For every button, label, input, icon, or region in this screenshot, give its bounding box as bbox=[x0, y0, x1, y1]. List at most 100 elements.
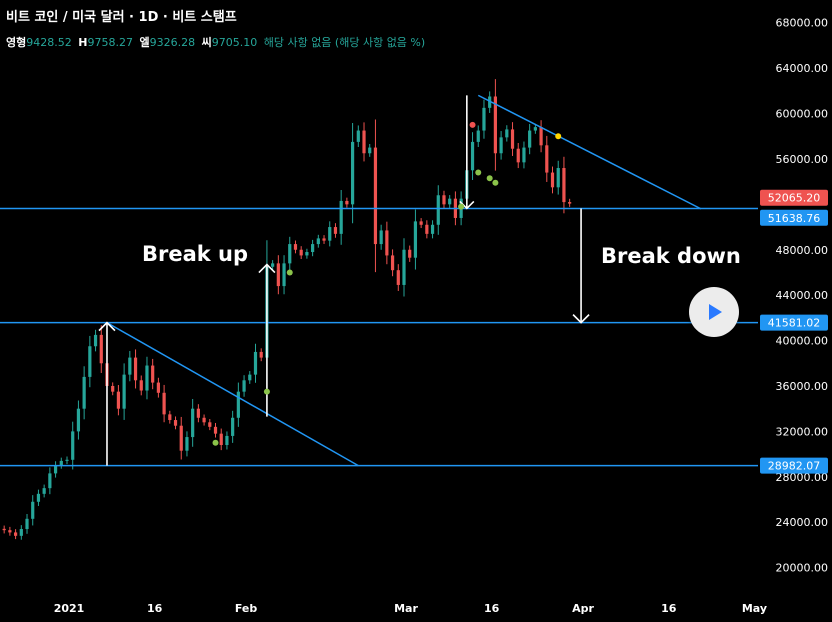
x-tick-label: 2021 bbox=[54, 602, 85, 615]
candle-body bbox=[482, 107, 486, 131]
candle-body bbox=[288, 244, 292, 264]
play-icon bbox=[709, 304, 722, 320]
candle-body bbox=[362, 130, 366, 154]
y-tick-label: 28000.00 bbox=[776, 471, 829, 484]
trendline bbox=[106, 321, 359, 467]
candle-body bbox=[373, 147, 378, 245]
candle-body bbox=[8, 530, 12, 533]
candle-body bbox=[345, 200, 349, 205]
candle-body bbox=[493, 96, 497, 154]
candle-body bbox=[2, 528, 6, 531]
candle-body bbox=[19, 529, 23, 536]
signal-dot bbox=[263, 388, 270, 395]
x-tick-label: Apr bbox=[572, 602, 594, 615]
candle-body bbox=[71, 431, 75, 460]
candle-body bbox=[145, 365, 149, 391]
y-tick-label: 40000.00 bbox=[776, 335, 829, 348]
y-tick-label: 44000.00 bbox=[776, 289, 829, 302]
signal-dot bbox=[286, 269, 293, 276]
candle-body bbox=[328, 227, 332, 241]
y-tick-label: 36000.00 bbox=[776, 380, 829, 393]
signal-dot bbox=[486, 175, 493, 182]
candle-body bbox=[139, 380, 143, 391]
open-key: 영형 bbox=[6, 36, 27, 49]
candle-body bbox=[156, 382, 160, 393]
candle-body bbox=[539, 127, 543, 146]
candle-body bbox=[253, 351, 258, 375]
x-tick-label: 16 bbox=[484, 602, 500, 615]
signal-dot bbox=[212, 439, 219, 446]
signal-dot bbox=[469, 121, 476, 128]
candle-body bbox=[408, 249, 412, 258]
candle-body bbox=[436, 195, 440, 225]
x-tick-label: Feb bbox=[235, 602, 258, 615]
candle-body bbox=[111, 385, 115, 392]
candle-body bbox=[242, 380, 246, 392]
signal-dot bbox=[458, 203, 465, 210]
grid bbox=[0, 0, 758, 622]
candle-body bbox=[196, 408, 200, 418]
x-tick-label: 16 bbox=[147, 602, 163, 615]
low-value: 9326.28 bbox=[149, 36, 196, 49]
candle-body bbox=[282, 263, 286, 287]
candle-body bbox=[390, 255, 395, 271]
candle-body bbox=[219, 433, 223, 446]
candle-body bbox=[476, 130, 480, 142]
candle-body bbox=[499, 137, 503, 154]
y-axis: 20000.00 24000.00 28000.00 32000.00 36000.00… bbox=[776, 17, 829, 575]
candle-body bbox=[448, 198, 452, 205]
y-tick-label: 24000.00 bbox=[776, 516, 829, 529]
y-tick-label: 64000.00 bbox=[776, 62, 829, 75]
x-axis: 2021 16 Feb Mar 16 Apr 16 May bbox=[54, 602, 767, 615]
candle-body bbox=[168, 414, 172, 421]
candle-body bbox=[151, 365, 155, 383]
price-tag-label: 28982.07 bbox=[768, 460, 821, 473]
candle-body bbox=[208, 422, 212, 427]
y-tick-label: 48000.00 bbox=[776, 244, 829, 257]
candle-body bbox=[533, 127, 537, 131]
signal-dot bbox=[475, 169, 482, 176]
candle-body bbox=[442, 195, 446, 205]
candle-body bbox=[76, 408, 81, 432]
candle-body bbox=[510, 129, 515, 149]
low-key: 엘 bbox=[139, 36, 150, 49]
candle-body bbox=[556, 168, 560, 188]
candle-body bbox=[522, 147, 526, 163]
candle-body bbox=[225, 435, 229, 446]
chart-title: 비트 코인 / 미국 달러 · 1D · 비트 스탬프 bbox=[6, 10, 237, 25]
candle-body bbox=[562, 168, 566, 203]
candle-body bbox=[162, 392, 166, 415]
markers bbox=[212, 121, 562, 446]
candle-body bbox=[236, 391, 240, 418]
candle-body bbox=[116, 391, 121, 409]
candle-body bbox=[88, 346, 92, 377]
candle-body bbox=[356, 130, 360, 142]
candle-body bbox=[82, 376, 86, 409]
candle-body bbox=[379, 230, 383, 245]
candle-body bbox=[316, 238, 320, 245]
price-tag-bg bbox=[760, 314, 828, 331]
candle-body bbox=[191, 408, 195, 438]
candle-body bbox=[299, 249, 303, 256]
candle-body bbox=[133, 357, 138, 381]
candle-body bbox=[25, 518, 29, 530]
candle-body bbox=[293, 244, 298, 250]
play-button[interactable] bbox=[689, 287, 739, 337]
break-down-label: Break down bbox=[601, 244, 741, 268]
candle-body bbox=[350, 141, 355, 205]
candle-body bbox=[213, 426, 218, 434]
candle-body bbox=[122, 374, 126, 409]
lines bbox=[0, 94, 758, 467]
price-tag-label: 52065.20 bbox=[768, 192, 821, 205]
price-tag-bg bbox=[760, 457, 828, 474]
candle-body bbox=[93, 334, 98, 347]
candle-body bbox=[173, 420, 178, 426]
candles bbox=[2, 79, 572, 540]
close-key: 씨 bbox=[201, 36, 212, 49]
candle-body bbox=[185, 437, 189, 451]
candle-body bbox=[528, 130, 532, 148]
arrow-head bbox=[258, 263, 276, 274]
candle-body bbox=[322, 238, 326, 241]
change-na: 해당 사항 없음 (해당 사항 없음 %) bbox=[263, 36, 426, 49]
